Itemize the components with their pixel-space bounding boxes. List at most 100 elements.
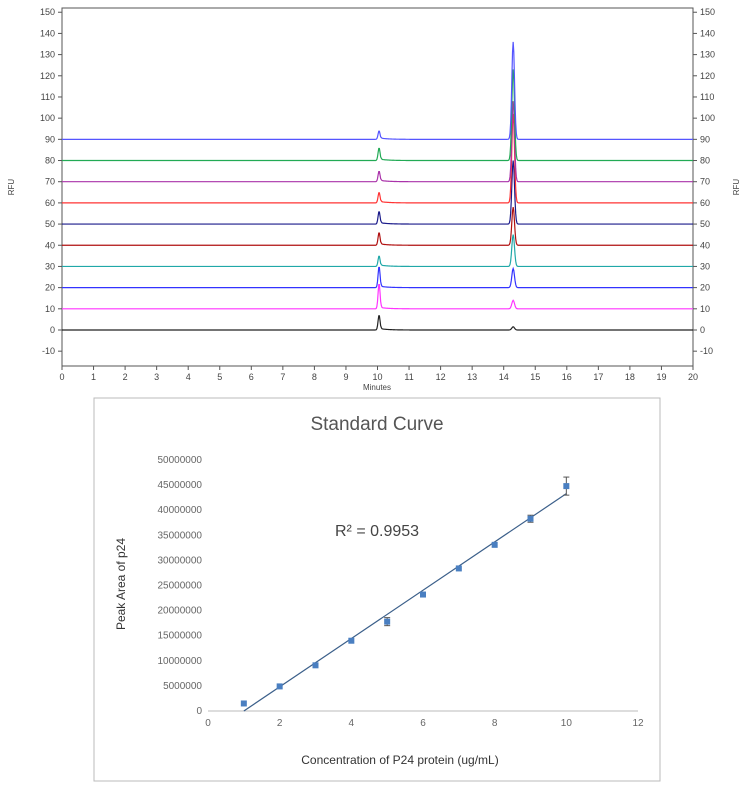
- standard-curve-x-ticks: 0 2 4 6 8 10 12: [205, 718, 644, 729]
- chromatogram-x-tick-label: 1: [91, 372, 96, 382]
- chromatogram-trace-5: [62, 207, 693, 246]
- chromatogram-y-tick-label-left: 130: [40, 50, 55, 60]
- chromatogram-y-axis-label-left: RFU: [7, 179, 16, 196]
- standard-curve-chart: Standard Curve 0 2 4 6 8 10 12 0 5000000 1000000…: [93, 397, 661, 782]
- chromatogram-x-tick-label: 12: [436, 372, 446, 382]
- standard-curve-x-tick-label: 2: [277, 718, 283, 729]
- standard-curve-chart-border: [93, 397, 661, 782]
- chromatogram-x-axis-label: Minutes: [363, 383, 391, 392]
- standard-curve-y-tick-label: 45000000: [158, 480, 203, 491]
- standard-curve-y-axis-label: Peak Area of p24: [114, 538, 128, 630]
- chromatogram-x-tick-label: 4: [186, 372, 191, 382]
- chromatogram-x-tick-label: 14: [499, 372, 509, 382]
- chromatogram-trace-2: [62, 284, 693, 310]
- data-point: [563, 483, 570, 490]
- standard-curve-y-tick-label: 25000000: [158, 581, 203, 592]
- chromatogram-trace-4: [62, 234, 693, 268]
- chromatogram-y-tick-label-right: 30: [700, 261, 710, 271]
- standard-curve-y-tick-label: 5000000: [163, 681, 202, 692]
- chromatogram-y-tick-label-left: 140: [40, 28, 55, 38]
- standard-curve-x-tick-label: 12: [632, 718, 644, 729]
- chromatogram-plot-frame: [61, 7, 694, 367]
- standard-curve-x-tick-label: 4: [349, 718, 355, 729]
- chromatogram-y-tick-label-left: 100: [40, 113, 55, 123]
- chromatogram-trace-9: [62, 69, 693, 162]
- standard-curve-y-tick-label: 35000000: [158, 530, 203, 541]
- chromatogram-x-tick-label: 18: [625, 372, 635, 382]
- standard-curve-y-tick-label: 0: [196, 706, 202, 717]
- chromatogram-y-tick-label-right: 70: [700, 177, 710, 187]
- chromatogram-y-tick-label-right: -10: [700, 346, 713, 356]
- chromatogram-y-tick-label-left: 30: [45, 261, 55, 271]
- standard-curve-x-tick-label: 6: [420, 718, 426, 729]
- chromatogram-y-tick-label-left: 90: [45, 134, 55, 144]
- chromatogram-trace-1: [62, 315, 693, 331]
- standard-curve-x-tick-label: 0: [205, 718, 211, 729]
- chromatogram-x-tick-label: 19: [656, 372, 666, 382]
- chromatogram-x-tick-label: 10: [372, 372, 382, 382]
- data-point: [455, 565, 462, 572]
- chromatogram-y-tick-label-left: 150: [40, 7, 55, 17]
- linear-trendline: [243, 493, 567, 712]
- chromatogram-y-tick-label-right: 10: [700, 304, 710, 314]
- chromatogram-x-ticks: 0 1 2 3 4 5 6 7 8 9 10 11 12 13 14 15 16 17 18 19 20: [59, 366, 698, 382]
- data-point: [312, 662, 319, 669]
- chromatogram-trace-8: [62, 101, 693, 183]
- data-point: [384, 618, 391, 625]
- chromatogram-x-tick-label: 9: [343, 372, 348, 382]
- chromatogram-x-tick-label: 17: [593, 372, 603, 382]
- r-squared-annotation: R² = 0.9953: [335, 523, 419, 540]
- chromatogram-x-tick-label: 7: [280, 372, 285, 382]
- chromatogram-x-tick-label: 6: [249, 372, 254, 382]
- chromatogram-x-tick-label: 5: [217, 372, 222, 382]
- chromatogram-trace-6: [62, 160, 693, 225]
- chromatogram-y-tick-label-right: 60: [700, 198, 710, 208]
- chromatogram-y-ticks-left: -10 0 10 20 30 40 50 60 70 80 90 100 110 120 130 140 150: [40, 7, 62, 356]
- chromatogram-trace-10: [62, 41, 693, 140]
- standard-curve-points: [240, 483, 570, 707]
- chromatogram-y-tick-label-right: 140: [700, 28, 715, 38]
- chromatogram-y-tick-label-right: 110: [700, 92, 714, 102]
- standard-curve-y-tick-label: 15000000: [158, 631, 203, 642]
- data-point: [420, 591, 426, 598]
- chromatogram-x-tick-label: 20: [688, 372, 698, 382]
- chromatogram-y-tick-label-left: 70: [45, 177, 55, 187]
- chromatogram-y-tick-label-left: 120: [40, 71, 55, 81]
- standard-curve-trendline: [243, 493, 567, 712]
- chromatogram-y-tick-label-right: 120: [700, 71, 715, 81]
- chromatogram-y-tick-label-right: 130: [700, 50, 715, 60]
- standard-curve-y-tick-label: 40000000: [158, 505, 203, 516]
- chromatogram-y-tick-label-right: 90: [700, 134, 710, 144]
- data-point: [491, 541, 498, 548]
- chromatogram-y-tick-label-right: 40: [700, 240, 710, 250]
- chromatogram-y-tick-label-left: 0: [50, 325, 55, 335]
- chromatogram-y-tick-label-left: -10: [42, 346, 55, 356]
- data-point: [240, 700, 247, 707]
- chromatogram-x-tick-label: 0: [59, 372, 64, 382]
- chromatogram-y-tick-label-left: 80: [45, 156, 55, 166]
- chromatogram-y-tick-label-right: 20: [700, 283, 710, 293]
- standard-curve-x-axis-label: Concentration of P24 protein (ug/mL): [301, 753, 498, 767]
- chromatogram-y-tick-label-right: 150: [700, 7, 715, 17]
- chromatogram-y-tick-label-left: 60: [45, 198, 55, 208]
- standard-curve-y-ticks: 0 5000000 10000000 15000000 20000000 25000000…: [158, 455, 203, 717]
- data-point: [527, 515, 534, 522]
- data-point: [348, 637, 355, 644]
- chromatogram-chart: 0 1 2 3 4 5 6 7 8 9 10 11 12 13 14 15 16 17 18 19 20 -100102…: [7, 7, 741, 392]
- standard-curve-y-tick-label: 30000000: [158, 555, 203, 566]
- chromatogram-trace-7: [62, 113, 693, 204]
- standard-curve-x-tick-label: 10: [561, 718, 573, 729]
- chromatogram-y-axis-label-right: RFU: [732, 179, 741, 196]
- chromatogram-y-tick-label-left: 40: [45, 240, 55, 250]
- chromatogram-traces: [62, 41, 693, 331]
- chromatogram-y-tick-label-left: 20: [45, 283, 55, 293]
- chromatogram-x-tick-label: 15: [530, 372, 540, 382]
- chromatogram-x-tick-label: 11: [404, 372, 413, 382]
- chromatogram-y-tick-label-left: 110: [41, 92, 55, 102]
- chromatogram-y-tick-label-right: 100: [700, 113, 715, 123]
- chromatogram-x-tick-label: 8: [312, 372, 317, 382]
- chromatogram-y-tick-label-left: 10: [45, 304, 55, 314]
- chromatogram-y-ticks-right: -10 0 10 20 30 40 50 60 70 80 90 100 110 120 130 140 150: [693, 7, 715, 356]
